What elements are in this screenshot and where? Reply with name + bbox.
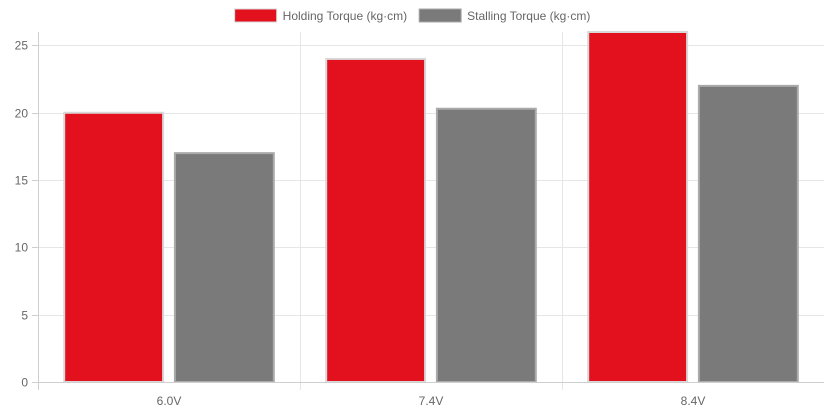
y-tick-labels: 0 5 10 15 20 25 [15,39,29,390]
bar-stalling-8.4V[interactable] [697,84,799,383]
bar-stalling-6.0V[interactable] [173,152,275,383]
legend-swatch-stalling[interactable] [418,8,462,23]
legend: Holding Torque (kg·cm) Stalling Torque (k… [234,8,590,23]
legend-swatch-holding[interactable] [234,8,278,23]
bar-holding-8.4V[interactable] [587,31,689,383]
bar-holding-7.4V[interactable] [325,57,427,384]
y-tick-label: 0 [21,376,28,390]
y-tick-label: 20 [15,107,29,121]
axes [32,32,824,390]
x-tick-label: 8.4V [681,394,706,408]
y-tick-label: 5 [21,309,28,323]
y-tick-label: 25 [15,39,29,53]
grid [38,32,824,390]
x-tick-label: 7.4V [419,394,444,408]
bars [63,31,799,384]
y-tick-label: 10 [15,241,29,255]
legend-label-stalling[interactable]: Stalling Torque (kg·cm) [467,9,590,23]
bar-stalling-7.4V[interactable] [435,107,537,383]
x-tick-labels: 6.0V 7.4V 8.4V [157,394,706,408]
y-tick-label: 15 [15,174,29,188]
x-tick-label: 6.0V [157,394,182,408]
legend-label-holding[interactable]: Holding Torque (kg·cm) [283,9,408,23]
bar-holding-6.0V[interactable] [63,111,165,384]
